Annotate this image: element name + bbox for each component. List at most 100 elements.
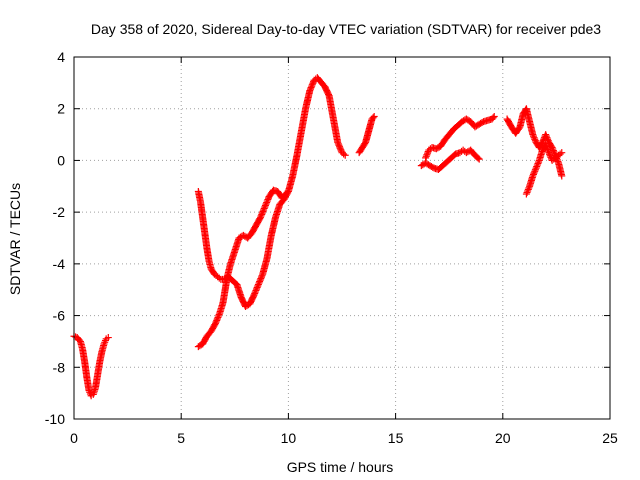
- data-point: [306, 85, 314, 93]
- data-point: [558, 149, 566, 157]
- data-point: [256, 278, 264, 286]
- data-point: [213, 315, 221, 323]
- data-point: [545, 149, 553, 157]
- data-point: [251, 288, 259, 296]
- x-tick-label: 0: [70, 430, 78, 446]
- data-point: [336, 143, 344, 151]
- data-point: [308, 81, 316, 89]
- data-point: [334, 138, 342, 146]
- data-point: [340, 150, 348, 158]
- data-point: [529, 172, 537, 180]
- data-point: [558, 172, 566, 180]
- y-tick-label: -4: [53, 256, 66, 272]
- data-point: [524, 187, 532, 195]
- y-tick-label: 4: [57, 49, 65, 65]
- data-point: [524, 185, 532, 193]
- data-point: [259, 207, 267, 215]
- data-point: [250, 291, 258, 299]
- y-tick-label: -10: [45, 411, 65, 427]
- data-point: [214, 313, 222, 321]
- data-point: [490, 112, 498, 120]
- data-point: [554, 157, 562, 165]
- data-point: [543, 134, 551, 142]
- data-point: [534, 160, 542, 168]
- y-axis-label: SDTVAR / TECUs: [7, 183, 23, 295]
- data-point: [257, 212, 265, 220]
- data-point: [530, 134, 538, 142]
- data-point: [85, 387, 93, 395]
- data-point: [423, 151, 431, 159]
- chart-title: Day 358 of 2020, Sidereal Day-to-day VTE…: [91, 21, 601, 37]
- data-point: [215, 312, 223, 320]
- data-point: [544, 135, 552, 143]
- data-point: [542, 132, 550, 140]
- data-point: [258, 209, 266, 217]
- data-point: [263, 197, 271, 205]
- data-point: [258, 210, 266, 218]
- data-point: [531, 166, 539, 174]
- data-point: [260, 206, 268, 214]
- data-point: [369, 114, 377, 122]
- data-point: [522, 190, 530, 198]
- data-markers: [70, 74, 566, 400]
- data-point: [257, 213, 265, 221]
- data-point: [523, 188, 531, 196]
- data-point: [215, 310, 223, 318]
- y-tick-label: -6: [53, 308, 66, 324]
- data-point: [474, 154, 482, 162]
- data-point: [260, 204, 268, 212]
- data-point: [542, 131, 550, 139]
- data-point: [546, 152, 554, 160]
- data-point: [542, 141, 550, 149]
- data-point: [535, 158, 543, 166]
- data-point: [252, 286, 260, 294]
- data-point: [261, 201, 269, 209]
- data-point: [262, 200, 270, 208]
- y-tick-label: -2: [53, 204, 66, 220]
- y-tick-label: 2: [57, 101, 65, 117]
- data-point: [101, 338, 109, 346]
- grid: [74, 57, 610, 419]
- data-point: [308, 82, 316, 90]
- data-point: [251, 289, 259, 297]
- data-point: [556, 150, 564, 158]
- x-tick-label: 15: [388, 430, 404, 446]
- y-tick-label: -8: [53, 359, 66, 375]
- x-tick-label: 25: [602, 430, 618, 446]
- data-point: [257, 275, 265, 283]
- data-point: [335, 141, 343, 149]
- data-point: [337, 146, 345, 154]
- x-tick-label: 5: [177, 430, 185, 446]
- data-point: [341, 151, 349, 159]
- y-tick-label: 0: [57, 152, 65, 168]
- data-point: [254, 282, 262, 290]
- data-point: [544, 146, 552, 154]
- data-point: [253, 283, 261, 291]
- data-point: [533, 161, 541, 169]
- data-point: [307, 84, 315, 92]
- data-point: [529, 170, 537, 178]
- data-point: [255, 279, 263, 287]
- data-point: [264, 196, 272, 204]
- plot-frame: [73, 56, 611, 420]
- data-point: [213, 316, 221, 324]
- data-point: [529, 131, 537, 139]
- data-point: [422, 152, 430, 160]
- data-point: [336, 144, 344, 152]
- data-point: [542, 142, 550, 150]
- data-point: [309, 79, 317, 87]
- data-point: [263, 199, 271, 207]
- data-point: [104, 334, 112, 342]
- data-point: [306, 87, 314, 95]
- data-point: [530, 169, 538, 177]
- data-point: [422, 154, 430, 162]
- data-point: [475, 155, 483, 163]
- axis-ticks: 0 5 10 15 20 25 -10 -8 -6 -4 -2 0 2 4: [45, 49, 618, 446]
- data-point: [532, 164, 540, 172]
- data-point: [529, 132, 537, 140]
- x-tick-label: 20: [495, 430, 511, 446]
- data-point: [533, 163, 541, 171]
- data-point: [212, 318, 220, 326]
- data-point: [254, 281, 262, 289]
